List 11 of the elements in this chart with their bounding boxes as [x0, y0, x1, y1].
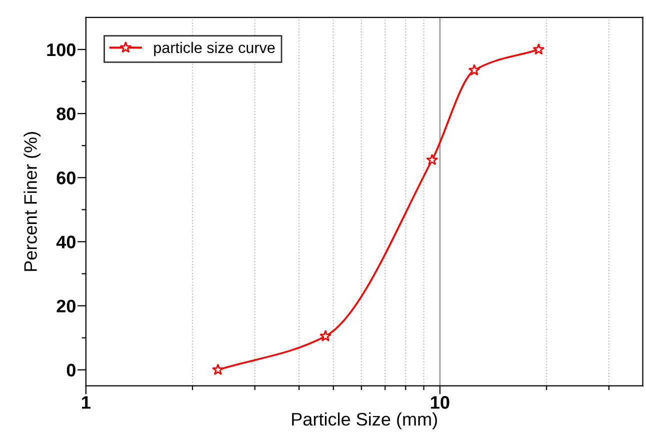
y-tick-label: 100	[47, 43, 76, 56]
y-tick-label: 20	[56, 300, 76, 312]
y-axis-title: Percent Finer (%)	[24, 132, 41, 271]
y-tick-label: 80	[56, 107, 76, 120]
x-axis-title: Particle Size (mm)	[292, 412, 437, 430]
x-tick-label: 10	[431, 396, 450, 409]
y-tick-label: 0	[66, 364, 76, 377]
y-tick-label: 60	[56, 172, 76, 184]
legend-label: particle size curve	[154, 42, 275, 56]
x-tick-label: 1	[82, 396, 90, 409]
y-tick-label: 40	[56, 236, 76, 248]
